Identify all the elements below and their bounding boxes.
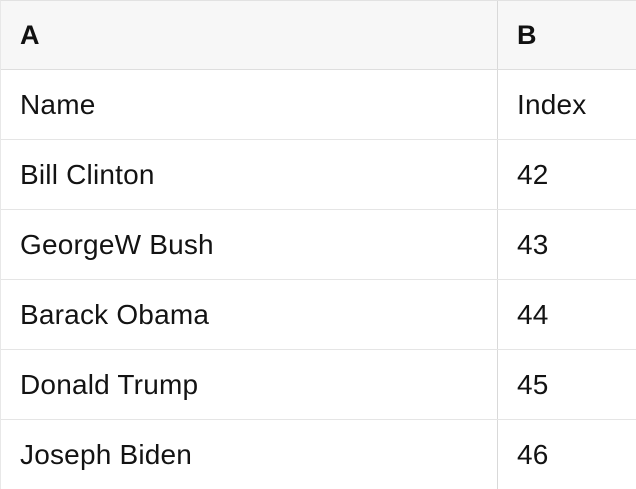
cell-a4[interactable]: Barack Obama — [1, 280, 498, 349]
table-row-joseph-biden: Joseph Biden 46 — [1, 420, 636, 489]
cell-a1-text: Name — [20, 88, 96, 120]
cell-a1[interactable]: Name — [1, 70, 498, 139]
column-header-row: A B — [1, 1, 636, 70]
cell-a3[interactable]: GeorgeW Bush — [1, 210, 498, 279]
cell-a2-text: Bill Clinton — [20, 158, 155, 190]
cell-b1[interactable]: Index — [498, 70, 636, 139]
cell-b6-text: 46 — [517, 439, 549, 470]
column-header-a-label: A — [20, 19, 40, 50]
cell-b5-text: 45 — [517, 368, 549, 400]
cell-a5-text: Donald Trump — [20, 368, 199, 400]
table-row-name-index: Name Index — [1, 70, 636, 140]
table-row-donald-trump: Donald Trump 45 — [1, 350, 636, 420]
cell-b4-text: 44 — [517, 298, 549, 330]
cell-a4-text: Barack Obama — [20, 298, 210, 330]
table-row-barack-obama: Barack Obama 44 — [1, 280, 636, 350]
cell-a5[interactable]: Donald Trump — [1, 350, 498, 419]
cell-b3-text: 43 — [517, 228, 549, 260]
column-header-b[interactable]: B — [498, 1, 636, 69]
cell-b5[interactable]: 45 — [498, 350, 636, 419]
cell-a6-text: Joseph Biden — [20, 439, 193, 470]
cell-a3-text: GeorgeW Bush — [20, 228, 214, 260]
column-header-b-label: B — [517, 19, 537, 50]
cell-b6[interactable]: 46 — [498, 420, 636, 489]
table-row-bill-clinton: Bill Clinton 42 — [1, 140, 636, 210]
cell-b4[interactable]: 44 — [498, 280, 636, 349]
cell-b3[interactable]: 43 — [498, 210, 636, 279]
cell-a2[interactable]: Bill Clinton — [1, 140, 498, 209]
cell-b1-text: Index — [517, 88, 587, 120]
cell-b2[interactable]: 42 — [498, 140, 636, 209]
cell-b2-text: 42 — [517, 158, 549, 190]
column-header-a[interactable]: A — [1, 1, 498, 69]
table-row-georgew-bush: GeorgeW Bush 43 — [1, 210, 636, 280]
cell-a6[interactable]: Joseph Biden — [1, 420, 498, 489]
